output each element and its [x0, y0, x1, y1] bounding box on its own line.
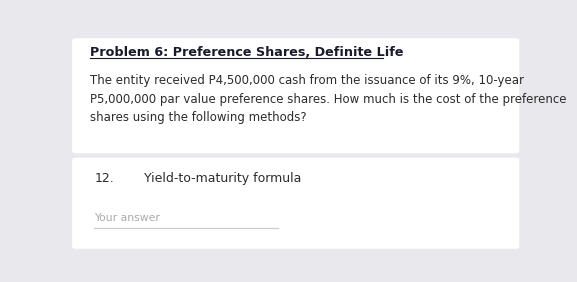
FancyBboxPatch shape — [72, 158, 519, 249]
Text: Yield-to-maturity formula: Yield-to-maturity formula — [144, 172, 301, 185]
Text: 12.: 12. — [95, 172, 114, 185]
Text: The entity received P4,500,000 cash from the issuance of its 9%, 10-year
P5,000,: The entity received P4,500,000 cash from… — [90, 74, 567, 124]
FancyBboxPatch shape — [72, 38, 519, 153]
Text: Problem 6: Preference Shares, Definite Life: Problem 6: Preference Shares, Definite L… — [90, 46, 403, 59]
Text: Your answer: Your answer — [95, 213, 160, 223]
